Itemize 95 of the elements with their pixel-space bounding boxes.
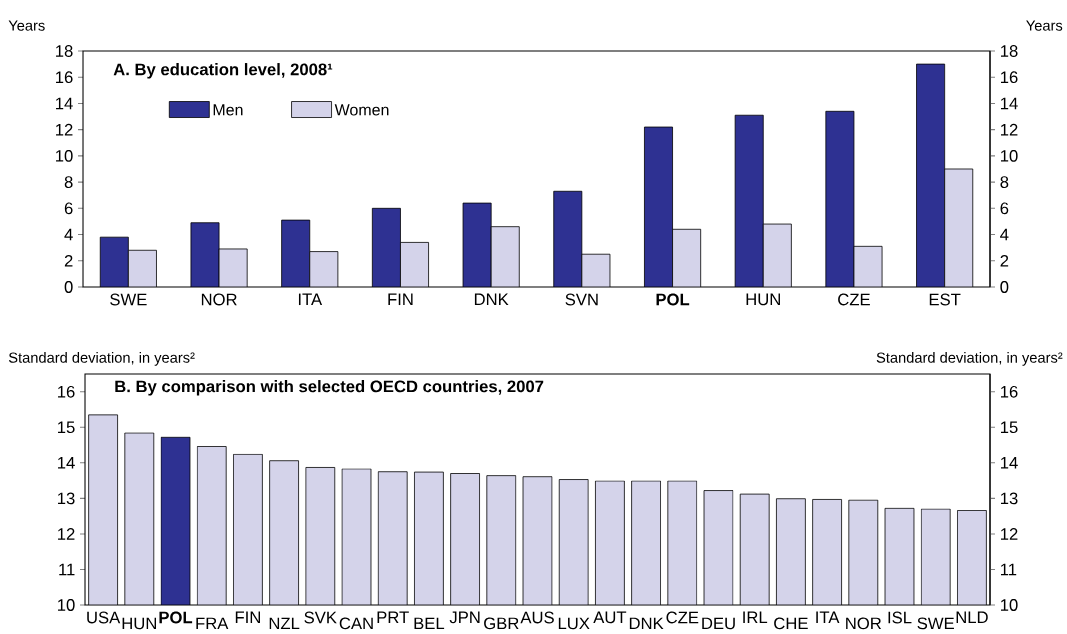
x-tick-label: HUN <box>746 293 780 306</box>
y-axis-title: Standard deviation, in years² <box>8 352 195 366</box>
y2-tick-label: 14 <box>1001 457 1018 469</box>
x-tick-label: ITA <box>816 611 840 624</box>
bar <box>916 63 946 287</box>
x-tick-label: DNK <box>629 617 664 630</box>
y2-axis-title: Standard deviation, in years² <box>876 352 1063 366</box>
y-tick-label: 10 <box>56 149 73 162</box>
y-tick-label: 16 <box>58 385 75 398</box>
y-tick-label: 16 <box>56 71 73 84</box>
x-tick-label: DNK <box>474 293 509 306</box>
bar <box>309 251 338 287</box>
y2-tick-label: 8 <box>1000 176 1009 188</box>
y2-tick-label: 11 <box>1001 563 1017 576</box>
bar <box>463 203 492 287</box>
x-tick-label: AUS <box>520 611 554 624</box>
x-tick-label: SWE <box>917 617 954 630</box>
bar <box>825 111 854 287</box>
y2-tick-label: 16 <box>1001 71 1018 84</box>
bar <box>672 229 701 287</box>
y-tick-label: 4 <box>64 228 73 241</box>
x-tick-label: FIN <box>235 611 260 624</box>
x-tick-label: NZL <box>269 617 300 630</box>
x-tick-label: EST <box>929 293 961 306</box>
x-tick-label: JPN <box>449 611 480 624</box>
legend-label: Men <box>213 104 243 116</box>
x-tick-label: CZE <box>666 611 699 624</box>
bar <box>735 115 764 287</box>
bar <box>400 242 429 287</box>
bar <box>372 208 401 287</box>
y2-tick-label: 12 <box>1001 528 1018 540</box>
x-tick-label: DEU <box>702 617 735 630</box>
legend-label: Women <box>334 104 389 116</box>
x-tick-label: CAN <box>339 617 373 630</box>
y-tick-label: 13 <box>58 492 75 505</box>
y-tick-label: 0 <box>64 281 73 293</box>
bar <box>553 191 582 287</box>
x-tick-label: POL <box>159 611 193 624</box>
y2-tick-label: 10 <box>1001 599 1018 611</box>
y-tick-label: 12 <box>58 528 75 540</box>
x-tick-label: SVK <box>304 611 337 624</box>
y-tick-label: 14 <box>58 457 75 469</box>
x-tick-label: HUN <box>122 617 157 630</box>
x-tick-label: LUX <box>558 617 590 630</box>
y-tick-label: 10 <box>58 599 75 611</box>
x-tick-label: POL <box>656 293 690 306</box>
y2-tick-label: 10 <box>1001 149 1018 162</box>
text: A. By education level, 2008¹ <box>113 63 333 79</box>
y-tick-label: 18 <box>56 45 73 57</box>
y-tick-label: 15 <box>58 421 75 434</box>
y2-axis-title: Years <box>1026 20 1063 31</box>
bar <box>944 168 974 287</box>
y2-tick-label: 4 <box>1000 228 1009 241</box>
x-tick-label: FRA <box>196 617 229 630</box>
x-tick-label: SWE <box>110 293 147 306</box>
y2-tick-label: 13 <box>1001 492 1018 505</box>
x-tick-label: NLD <box>956 611 988 624</box>
x-tick-label: CZE <box>838 293 870 306</box>
y-axis-title: Years <box>8 20 45 31</box>
bar <box>219 248 248 287</box>
x-tick-label: USA <box>87 611 121 624</box>
y2-tick-label: 14 <box>1001 97 1018 110</box>
bar <box>644 127 673 287</box>
y2-tick-label: 2 <box>1000 254 1009 267</box>
x-tick-label: NOR <box>846 617 882 630</box>
x-tick-label: SVN <box>565 293 598 306</box>
y-tick-label: 12 <box>56 123 73 136</box>
chart-title: B. By comparison with selected OECD countries, 2007 <box>115 380 544 396</box>
x-tick-label: ITA <box>298 293 323 306</box>
x-tick-label: ISL <box>888 611 912 624</box>
x-tick-label: IRL <box>743 611 768 624</box>
x-tick-label: NOR <box>201 293 237 306</box>
y-tick-label: 14 <box>56 97 73 110</box>
bar <box>763 224 792 287</box>
y2-tick-label: 16 <box>1001 385 1018 398</box>
y2-tick-label: 15 <box>1001 421 1018 434</box>
x-tick-label: AUT <box>593 611 627 624</box>
bar <box>190 222 220 287</box>
bar <box>491 226 520 287</box>
x-tick-label: FIN <box>388 293 413 306</box>
y-tick-label: 8 <box>64 176 73 188</box>
bar <box>281 220 310 287</box>
y2-tick-label: 6 <box>1000 202 1009 215</box>
y2-tick-label: 0 <box>1000 281 1009 293</box>
y-tick-label: 2 <box>64 254 73 267</box>
x-tick-label: CHE <box>774 617 808 630</box>
x-tick-label: GBR <box>484 617 519 630</box>
y-tick-label: 6 <box>64 202 73 215</box>
bar <box>100 237 129 287</box>
y-tick-label: 11 <box>59 563 75 576</box>
x-tick-label: PRT <box>377 611 409 624</box>
y2-tick-label: 18 <box>1001 45 1018 57</box>
y2-tick-label: 12 <box>1001 123 1018 136</box>
x-tick-label: BEL <box>414 617 445 630</box>
bar <box>128 250 157 287</box>
